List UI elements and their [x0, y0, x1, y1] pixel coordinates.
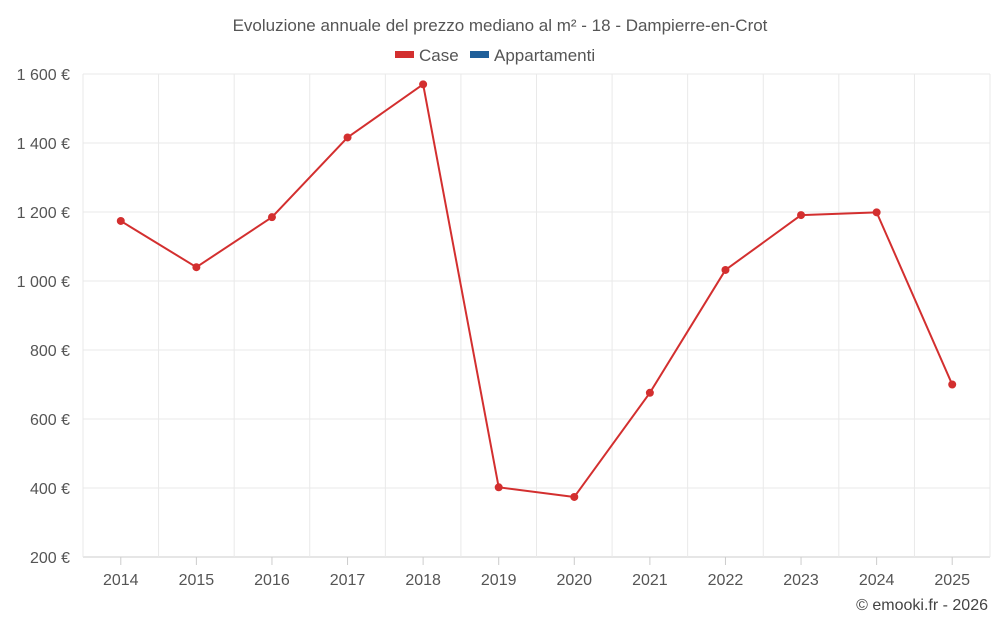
x-tick-label-2019: 2019 [481, 572, 517, 589]
data-point-2021[interactable] [645, 388, 654, 397]
legend-label-1[interactable]: Case [419, 46, 459, 65]
credit-text: © emooki.fr - 2026 [856, 597, 988, 614]
legend-swatch-1[interactable] [395, 51, 414, 58]
y-tick-label: 1 400 € [17, 136, 70, 153]
data-point-2015[interactable] [192, 263, 201, 272]
x-axis-ticks: 2014 2015 2016 2017 2018 2019 2020 2021 2022 2023… [103, 557, 970, 589]
y-tick-label: 1 600 € [17, 67, 70, 84]
data-point-2020[interactable] [570, 492, 579, 501]
x-gridlines [82, 74, 991, 557]
x-tick-label-2024: 2024 [859, 572, 895, 589]
data-point-2025[interactable] [948, 380, 957, 389]
y-tick-label: 400 € [30, 481, 70, 498]
y-tick-label: 1 200 € [17, 205, 70, 222]
x-tick-label-2020: 2020 [556, 572, 592, 589]
data-point-2017[interactable] [343, 133, 352, 142]
y-tick-label: 600 € [30, 412, 70, 429]
data-point-2014[interactable] [116, 216, 125, 225]
x-tick-label-2014: 2014 [103, 572, 139, 589]
x-tick-label-2016: 2016 [254, 572, 290, 589]
x-tick-label-2017: 2017 [330, 572, 366, 589]
x-tick-label-2021: 2021 [632, 572, 668, 589]
series-line-1 [120, 83, 954, 498]
x-tick-label-2022: 2022 [708, 572, 744, 589]
data-point-2019[interactable] [494, 483, 503, 492]
x-tick-label-2018: 2018 [405, 572, 441, 589]
chart-title: Evoluzione annuale del prezzo mediano al… [233, 16, 768, 35]
x-tick-label-2023: 2023 [783, 572, 819, 589]
legend-swatch-2[interactable] [470, 51, 489, 58]
legend-label-2[interactable]: Appartamenti [494, 46, 595, 65]
series-layer [116, 80, 957, 501]
data-point-2023[interactable] [797, 211, 806, 220]
data-point-2018[interactable] [419, 80, 428, 89]
y-tick-label: 200 € [30, 550, 70, 567]
data-point-2022[interactable] [721, 265, 730, 274]
data-point-2016[interactable] [267, 213, 276, 222]
y-tick-label: 1 000 € [17, 274, 70, 291]
y-axis-ticks: 200 € 400 € 600 € 800 € 1 000 € 1 200 € 1 400 … [17, 67, 70, 567]
legend: Case Appartamenti [395, 46, 595, 65]
x-tick-label-2015: 2015 [179, 572, 215, 589]
data-point-2024[interactable] [872, 208, 881, 217]
y-tick-label: 800 € [30, 343, 70, 360]
x-tick-label-2025: 2025 [934, 572, 970, 589]
